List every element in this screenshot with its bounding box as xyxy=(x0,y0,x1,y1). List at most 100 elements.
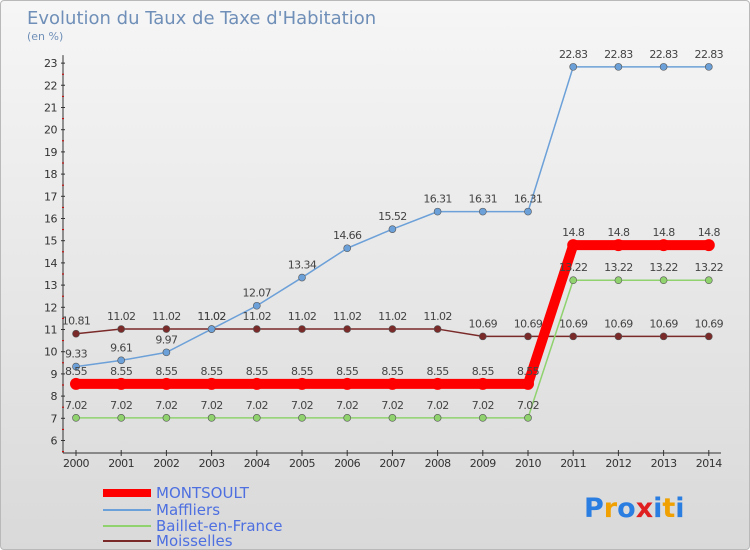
data-label: 13.22 xyxy=(604,261,633,274)
data-label: 7.02 xyxy=(336,399,358,412)
data-label: 7.02 xyxy=(517,399,539,412)
data-label: 22.83 xyxy=(649,48,678,61)
chart-subtitle: (en %) xyxy=(27,30,63,43)
data-label: 22.83 xyxy=(604,48,633,61)
data-label: 13.34 xyxy=(288,259,317,272)
data-label: 7.02 xyxy=(201,399,223,412)
data-point xyxy=(704,332,713,341)
x-tick-label: 2014 xyxy=(696,457,722,470)
data-point xyxy=(207,414,216,422)
data-point xyxy=(569,332,578,341)
data-point xyxy=(341,377,354,390)
x-tick-label: 2010 xyxy=(515,457,541,470)
x-tick-label: 2006 xyxy=(334,457,360,470)
data-point xyxy=(160,377,173,390)
data-label: 16.31 xyxy=(423,193,452,206)
data-label: 11.02 xyxy=(378,310,407,323)
legend: MONTSOULTMaffliersBaillet-en-FranceMoiss… xyxy=(103,484,283,550)
data-point xyxy=(433,414,442,422)
data-label: 11.02 xyxy=(152,310,181,323)
data-label: 8.55 xyxy=(291,365,314,378)
data-point xyxy=(162,348,171,357)
data-label: 7.02 xyxy=(110,399,132,412)
data-label: 13.22 xyxy=(559,261,588,274)
data-label: 11.02 xyxy=(197,310,226,323)
data-label: 14.8 xyxy=(653,226,676,239)
data-point xyxy=(388,325,397,333)
data-label: 11.02 xyxy=(288,310,317,323)
y-tick-label: 18 xyxy=(44,168,57,181)
x-tick-label: 2012 xyxy=(605,457,631,470)
data-point xyxy=(70,377,82,390)
data-label: 10.69 xyxy=(604,317,633,330)
data-point xyxy=(162,325,171,333)
data-label: 8.55 xyxy=(381,365,404,378)
chart-title: Evolution du Taux de Taxe d'Habitation xyxy=(27,8,376,29)
data-label: 10.81 xyxy=(62,315,91,328)
data-point xyxy=(524,207,532,216)
y-tick-label: 12 xyxy=(44,301,57,314)
data-point xyxy=(298,325,306,333)
x-tick-label: 2008 xyxy=(425,457,451,470)
x-tick-label: 2005 xyxy=(289,457,315,470)
data-label: 11.02 xyxy=(333,310,362,323)
y-tick-label: 21 xyxy=(44,102,57,115)
data-point xyxy=(704,276,713,285)
legend-label: MONTSOULT xyxy=(156,484,250,502)
data-labels: 10.81 11.02 11.02 11.02 11.02 11.02 11.02 11.02… xyxy=(62,48,724,412)
x-tick-label: 2004 xyxy=(244,457,270,470)
x-tick-label: 2013 xyxy=(651,457,677,470)
data-label: 8.55 xyxy=(201,365,224,378)
data-label: 8.55 xyxy=(427,365,450,378)
data-point xyxy=(72,414,80,422)
x-tick-label: 2001 xyxy=(108,457,134,470)
data-point xyxy=(386,377,399,390)
data-label: 8.55 xyxy=(246,365,269,378)
y-tick-label: 6 xyxy=(51,435,58,448)
data-point xyxy=(659,332,668,341)
data-point xyxy=(117,325,125,333)
data-point xyxy=(433,325,442,333)
data-label: 15.52 xyxy=(378,210,407,223)
y-tick-label: 13 xyxy=(44,279,57,292)
data-label: 7.02 xyxy=(472,399,494,412)
data-label: 8.55 xyxy=(155,365,178,378)
data-point xyxy=(569,63,578,71)
data-label: 22.83 xyxy=(559,48,588,61)
data-label: 11.02 xyxy=(243,310,272,323)
data-label: 7.02 xyxy=(427,399,449,412)
x-tick-label: 2011 xyxy=(560,457,586,470)
data-point xyxy=(478,414,487,422)
legend-label: Baillet-en-France xyxy=(156,517,283,535)
data-point xyxy=(476,377,489,390)
data-point xyxy=(253,301,261,310)
data-point xyxy=(702,239,715,252)
y-tick-label: 14 xyxy=(44,257,57,270)
data-label: 7.02 xyxy=(381,399,403,412)
data-point xyxy=(614,332,623,341)
data-label: 7.02 xyxy=(65,399,87,412)
data-point xyxy=(250,377,263,390)
data-point xyxy=(522,377,534,390)
data-label: 16.31 xyxy=(514,193,543,206)
data-label: 8.55 xyxy=(336,365,359,378)
data-point xyxy=(253,325,261,333)
data-point xyxy=(117,414,125,422)
y-tick-label: 17 xyxy=(44,190,57,203)
data-point xyxy=(478,332,487,341)
data-point xyxy=(431,377,444,390)
y-tick-label: 22 xyxy=(44,79,57,92)
data-label: 14.8 xyxy=(562,226,585,239)
logo-text: Proxiti xyxy=(584,493,685,524)
data-label: 7.02 xyxy=(155,399,177,412)
y-tick-label: 8 xyxy=(51,390,58,403)
data-point xyxy=(614,63,623,71)
data-label: 11.02 xyxy=(197,310,226,323)
legend-label: Moisselles xyxy=(156,532,233,550)
data-label: 12.07 xyxy=(243,287,272,300)
data-point xyxy=(524,332,532,341)
data-point xyxy=(253,414,261,422)
legend-label: Maffliers xyxy=(156,501,220,519)
